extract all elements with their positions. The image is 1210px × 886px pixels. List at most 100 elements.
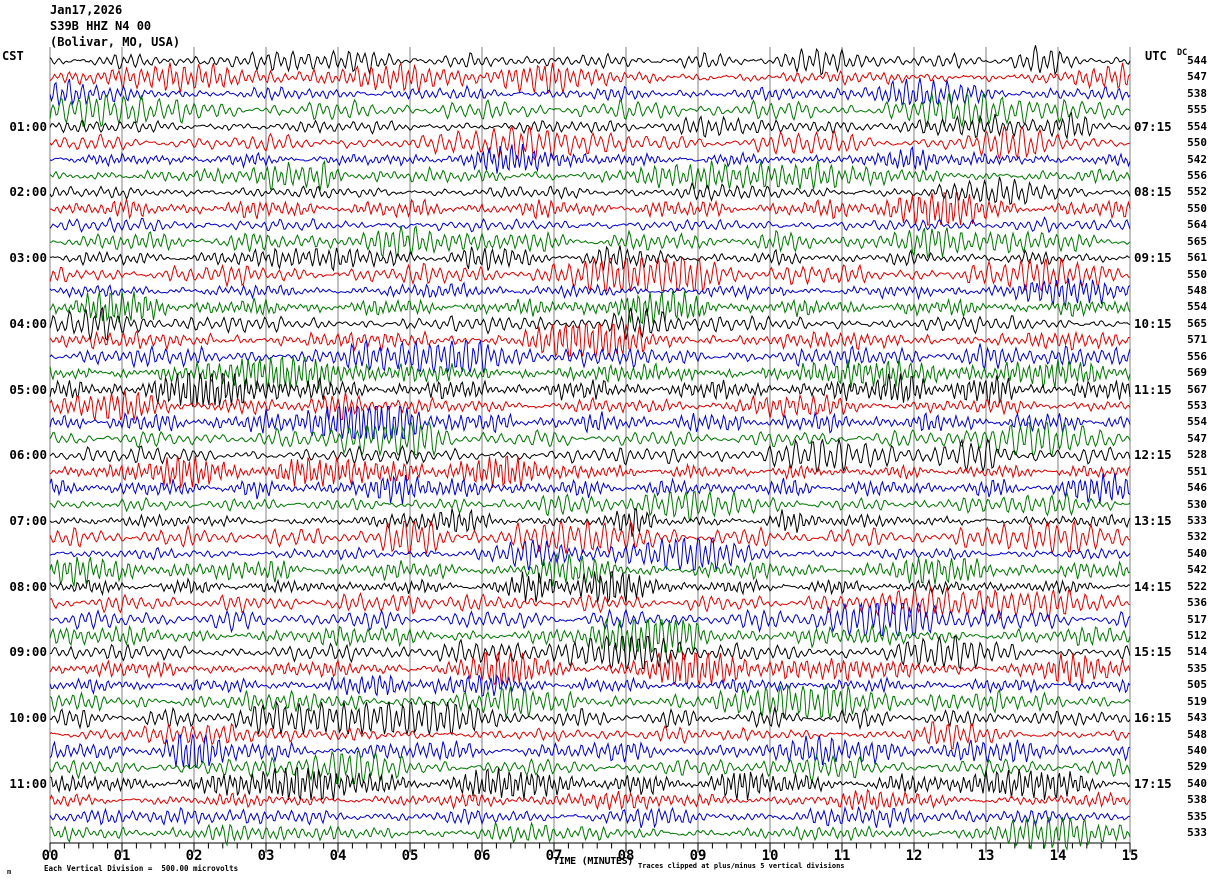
dc-value: 567: [1187, 382, 1207, 396]
dc-value: 548: [1187, 284, 1207, 298]
seismo-trace-row: [49, 405, 1131, 441]
cst-hour-label: 02:00: [9, 184, 47, 200]
utc-hour-label: 12:15: [1134, 447, 1172, 463]
dc-column-header: DC: [1177, 48, 1188, 58]
dc-value: 556: [1187, 169, 1207, 182]
x-tick-label: 07: [545, 848, 563, 864]
seismo-trace-row: [49, 571, 1131, 604]
utc-hour-label: 16:15: [1134, 710, 1172, 726]
dc-value: 569: [1187, 366, 1207, 380]
seismo-trace-row: [49, 673, 1131, 698]
cst-hour-label: 07:00: [9, 513, 47, 529]
utc-hour-label: 11:15: [1134, 381, 1172, 397]
dc-value: 505: [1187, 678, 1207, 692]
dc-value: 522: [1187, 579, 1207, 593]
cst-hour-label: 09:00: [9, 644, 47, 660]
cst-hour-label: 05:00: [9, 381, 47, 397]
dc-value: 555: [1187, 103, 1207, 117]
dc-value: 556: [1187, 349, 1207, 363]
cst-hour-label: 04:00: [9, 315, 47, 331]
dc-value: 544: [1187, 54, 1207, 67]
seismo-trace-row: [49, 733, 1131, 770]
dc-value: 533: [1187, 826, 1207, 840]
dc-value: 565: [1187, 234, 1207, 248]
dc-value: 528: [1187, 448, 1207, 462]
seismo-trace-row: [49, 766, 1131, 801]
title-block: Jan17,2026 S39B HHZ N4 00 (Bolivar, MO, …: [50, 2, 180, 50]
dc-value: 536: [1187, 596, 1207, 610]
seismo-trace-row: [49, 355, 1131, 391]
utc-hour-label: 09:15: [1134, 250, 1172, 266]
cst-hour-label: 10:00: [9, 710, 47, 726]
dc-value: 554: [1187, 415, 1207, 429]
x-tick-label: 02: [185, 848, 203, 864]
x-tick-label: 14: [1049, 848, 1067, 864]
dc-value: 561: [1187, 251, 1207, 265]
seismo-trace-row: [49, 45, 1131, 76]
seismo-trace-row: [49, 216, 1131, 234]
seismo-trace-row: [49, 323, 1131, 359]
seismo-trace-row: [49, 585, 1131, 622]
utc-hour-label: 15:15: [1134, 644, 1172, 660]
dc-value: 517: [1187, 612, 1207, 626]
dc-value: 519: [1187, 694, 1207, 708]
dc-value: 564: [1187, 218, 1207, 232]
seismo-trace-row: [49, 508, 1131, 537]
dc-value: 546: [1187, 481, 1207, 495]
seismo-trace-row: [49, 290, 1131, 325]
dc-value: 540: [1187, 776, 1207, 790]
seismo-trace-row: [49, 721, 1131, 750]
x-tick-label: 06: [473, 848, 491, 864]
dc-value: 551: [1187, 464, 1207, 478]
utc-hour-label: 13:15: [1134, 513, 1172, 529]
utc-hour-label: 08:15: [1134, 184, 1172, 200]
dc-value: 540: [1187, 546, 1207, 560]
seismo-trace-row: [49, 536, 1131, 571]
dc-value: 540: [1187, 744, 1207, 758]
seismo-trace-row: [49, 805, 1131, 829]
cst-hour-label: 06:00: [9, 447, 47, 463]
dc-value: 532: [1187, 530, 1207, 544]
seismo-trace-row: [49, 126, 1131, 161]
seismo-trace-row: [49, 306, 1131, 341]
seismo-trace-row: [49, 61, 1131, 95]
seismo-trace-row: [49, 750, 1131, 785]
vertical-scale-note: Each Vertical Division = 500.00 microvol…: [44, 864, 239, 873]
utc-hour-label: 17:15: [1134, 775, 1172, 791]
dc-value: 548: [1187, 727, 1207, 741]
seismo-trace-row: [49, 159, 1131, 191]
cst-hour-label: 08:00: [9, 578, 47, 594]
dc-value: 529: [1187, 760, 1207, 774]
seismo-trace-row: [49, 817, 1131, 851]
dc-value: 538: [1187, 86, 1207, 100]
dc-value: 554: [1187, 300, 1207, 314]
x-axis-label: TIME (MINUTES): [553, 856, 634, 867]
dc-value: 542: [1187, 152, 1207, 166]
x-tick-label: 04: [329, 848, 347, 864]
seismo-trace-row: [49, 257, 1131, 293]
seismo-trace-row: [49, 372, 1131, 408]
x-tick-label: 13: [977, 848, 995, 864]
x-tick-label: 01: [113, 848, 131, 864]
x-tick-label: 05: [401, 848, 419, 864]
seismo-trace-row: [49, 144, 1131, 174]
cst-hour-label: 03:00: [9, 250, 47, 266]
dc-value: 550: [1187, 136, 1207, 150]
dc-value: 550: [1187, 201, 1207, 215]
seismo-trace-row: [49, 651, 1131, 686]
dc-value: 543: [1187, 711, 1207, 725]
dc-value: 547: [1187, 431, 1207, 445]
dc-value: 571: [1187, 333, 1207, 347]
dc-value: 512: [1187, 629, 1207, 643]
x-tick-label: 10: [761, 848, 779, 864]
seismo-trace-row: [49, 278, 1131, 307]
cst-hour-label: 11:00: [9, 775, 47, 791]
dc-value: 542: [1187, 563, 1207, 577]
utc-hour-label: 10:15: [1134, 315, 1172, 331]
seismo-trace-row: [49, 788, 1131, 811]
seismo-trace-row: [49, 601, 1131, 637]
seismo-trace-row: [49, 77, 1131, 107]
title-location: (Bolivar, MO, USA): [50, 35, 181, 49]
seismo-trace-row: [49, 552, 1131, 587]
